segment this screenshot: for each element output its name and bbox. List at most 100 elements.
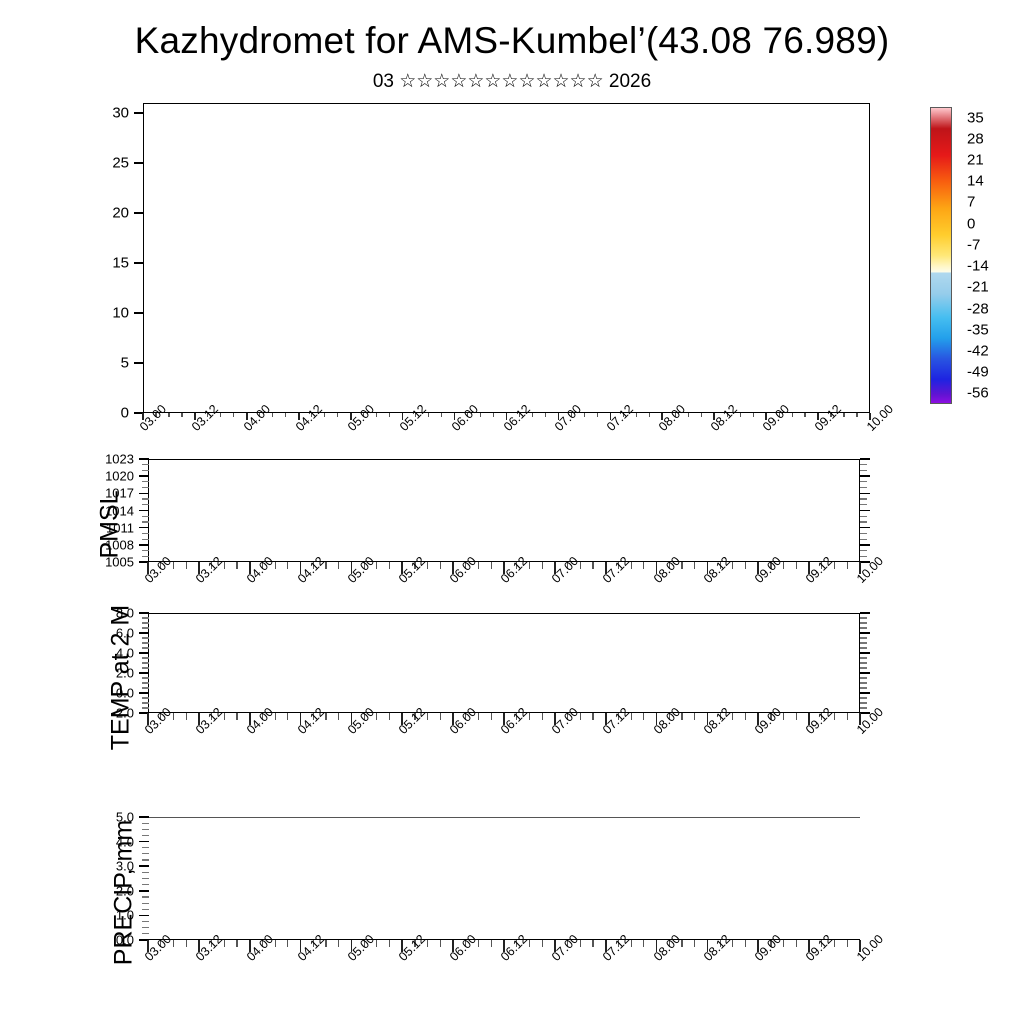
y-major-tick (139, 612, 149, 614)
x-minor-tick (388, 562, 391, 569)
x-minor-tick (694, 940, 696, 947)
y-axis-label: 5 (120, 354, 129, 372)
x-minor-tick (833, 562, 836, 569)
x-minor-tick (583, 413, 585, 417)
x-major-tick (505, 413, 508, 420)
x-minor-tick (687, 413, 689, 417)
x-minor-tick (477, 940, 480, 947)
x-minor-tick (528, 713, 531, 720)
x-major-tick (503, 940, 505, 952)
x-major-tick (147, 562, 149, 574)
y-major-tick (139, 865, 149, 867)
x-minor-tick (363, 562, 365, 569)
x-major-tick (350, 940, 353, 952)
x-minor-tick (778, 413, 780, 417)
y-major-tick (139, 458, 149, 460)
x-major-tick (757, 562, 760, 574)
x-minor-tick (752, 413, 754, 417)
x-axis-label: 03.00 (142, 553, 175, 586)
x-minor-tick (617, 562, 620, 569)
y-major-tick (139, 475, 149, 477)
x-minor-tick (566, 562, 569, 569)
precip-panel (148, 817, 860, 940)
x-minor-tick (338, 940, 340, 947)
y-axis-label: 0 (120, 404, 129, 422)
y-major-tick (139, 939, 149, 941)
colorbar-tick-label: -42 (967, 342, 989, 360)
x-minor-tick (846, 562, 848, 569)
x-minor-tick (261, 940, 264, 947)
x-minor-tick (325, 940, 327, 947)
x-minor-tick (376, 713, 378, 720)
x-minor-tick (465, 713, 467, 720)
x-major-tick (661, 413, 664, 420)
x-minor-tick (681, 940, 683, 947)
x-major-tick (452, 940, 454, 952)
x-minor-tick (744, 940, 747, 947)
x-minor-tick (744, 562, 747, 569)
y-minor-tick-right (860, 697, 867, 699)
x-minor-tick (732, 562, 734, 569)
x-major-tick (248, 562, 251, 574)
x-minor-tick (630, 562, 632, 569)
y-minor-tick-right (860, 702, 867, 704)
x-minor-tick (635, 413, 637, 417)
x-major-tick (452, 562, 454, 574)
colorbar-tick-label: -35 (967, 321, 989, 339)
colorbar-tick-label: -49 (967, 363, 989, 381)
y-major-tick (139, 840, 149, 843)
x-minor-tick (643, 562, 645, 569)
y-minor-tick-right (860, 532, 867, 534)
y-minor-tick-right (860, 481, 867, 483)
x-minor-tick (579, 713, 581, 720)
x-minor-tick (477, 562, 480, 569)
x-minor-tick (466, 413, 469, 417)
x-major-tick (299, 713, 302, 725)
x-minor-tick (172, 940, 175, 947)
x-major-tick (817, 413, 819, 420)
y-minor-tick (142, 538, 149, 540)
x-minor-tick (592, 562, 594, 569)
x-major-tick (706, 713, 709, 725)
x-minor-tick (168, 413, 170, 417)
x-major-tick (299, 940, 302, 952)
y-axis-label: 1008 (105, 537, 134, 553)
y-axis-label: 0.0 (115, 685, 134, 701)
x-minor-tick (490, 940, 492, 947)
x-minor-tick (236, 940, 238, 947)
y-minor-tick (142, 647, 149, 649)
y-minor-tick (142, 853, 149, 855)
y-major-tick (134, 312, 144, 314)
x-major-tick (297, 413, 300, 420)
x-minor-tick (821, 940, 823, 947)
x-minor-tick (465, 940, 467, 947)
y-minor-tick (142, 627, 149, 629)
x-minor-tick (544, 413, 547, 417)
y-axis-label: 5.0 (115, 809, 134, 825)
x-axis-label: 03.00 (142, 704, 175, 737)
colorbar (930, 107, 952, 404)
y-major-tick-right (860, 544, 870, 546)
x-minor-tick (414, 713, 416, 720)
x-minor-tick (465, 562, 467, 569)
y-axis-label: 3.0 (115, 858, 134, 874)
x-minor-tick (528, 940, 531, 947)
x-minor-tick (274, 562, 276, 569)
y-minor-tick (142, 464, 149, 466)
x-minor-tick (427, 562, 429, 569)
x-minor-tick (516, 713, 518, 720)
y-axis-label: 20 (112, 204, 129, 222)
x-minor-tick (566, 940, 569, 947)
x-major-tick (299, 562, 302, 574)
x-minor-tick (210, 713, 213, 720)
x-minor-tick (274, 940, 276, 947)
y-minor-tick-right (860, 682, 867, 684)
y-minor-tick (142, 697, 149, 699)
cross-section-frame (143, 103, 870, 413)
x-major-tick (655, 562, 658, 574)
x-minor-tick (516, 562, 518, 569)
x-minor-tick (325, 562, 327, 569)
y-minor-tick (142, 622, 149, 624)
x-minor-tick (312, 562, 314, 569)
x-minor-tick (570, 413, 572, 417)
